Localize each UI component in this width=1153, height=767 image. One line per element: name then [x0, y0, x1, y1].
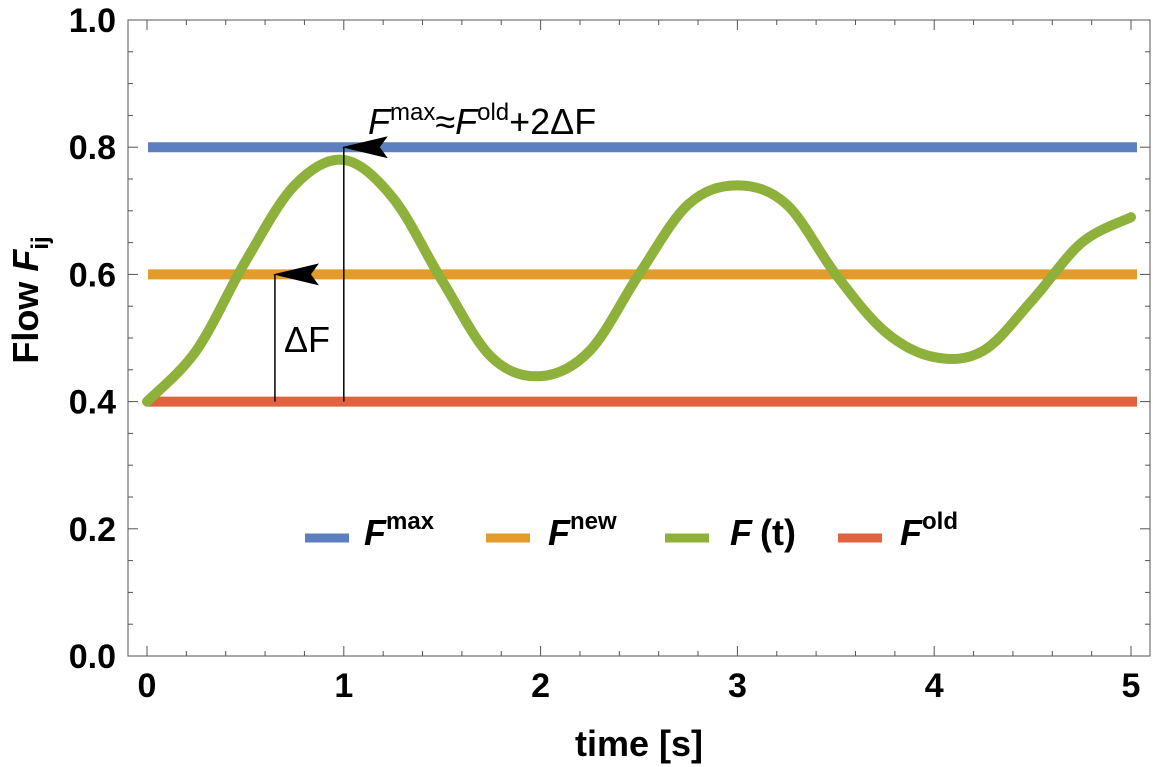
- y-axis-title: Flow Fij: [5, 236, 54, 363]
- y-tick-label: 1.0: [69, 2, 116, 40]
- y-tick-label: 0.0: [69, 638, 116, 676]
- legend: Fmax Fnew F (t) Fold: [305, 508, 958, 553]
- x-tick-label: 0: [138, 667, 157, 705]
- axis-ticks: 0.0 0.2 0.4 0.6 0.8 1.0 0 1 2 3 4 5: [69, 2, 1150, 705]
- x-axis-title: time [s]: [575, 723, 703, 764]
- fmax-formula: Fmax≈Fold+2ΔF: [368, 99, 596, 142]
- delta-f-label: ΔF: [284, 319, 330, 360]
- legend-label-ft: F (t): [730, 512, 796, 553]
- legend-label-max: Fmax: [364, 508, 435, 553]
- y-tick-label: 0.4: [69, 384, 116, 422]
- legend-label-old: Fold: [900, 508, 958, 553]
- legend-label-new: Fnew: [548, 508, 617, 553]
- x-tick-label: 3: [728, 667, 747, 705]
- series-line-ft: [142, 154, 1136, 407]
- y-tick-label: 0.8: [69, 129, 116, 167]
- x-tick-label: 1: [334, 667, 353, 705]
- x-tick-label: 2: [531, 667, 550, 705]
- y-tick-label: 0.6: [69, 256, 116, 294]
- y-tick-label: 0.2: [69, 511, 116, 549]
- x-tick-label: 5: [1122, 667, 1141, 705]
- plot-marks: [142, 136, 1137, 407]
- x-tick-label: 4: [925, 667, 944, 705]
